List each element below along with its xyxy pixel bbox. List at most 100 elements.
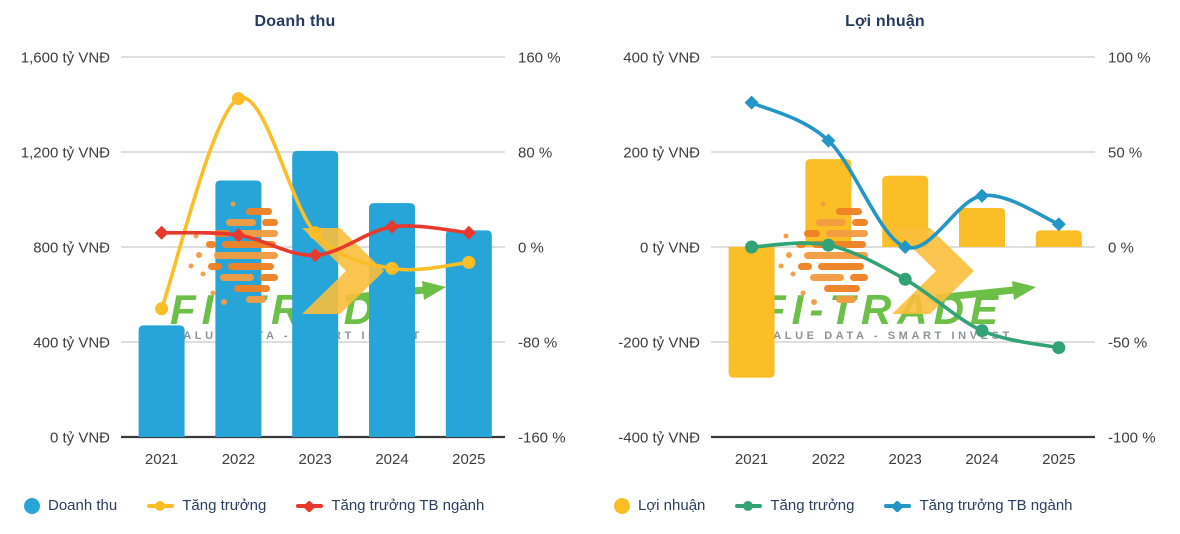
logo-motion-dash: [816, 219, 846, 226]
x-axis-category-label: 2021: [145, 451, 178, 468]
logo-motion-dot: [188, 263, 194, 269]
x-axis-category-label: 2022: [222, 451, 255, 468]
legend-label: Doanh thu: [48, 497, 118, 514]
left-axis-tick-label: 1,200 tỷ VNĐ: [21, 145, 110, 162]
left-axis-tick-label: -200 tỷ VNĐ: [618, 335, 700, 352]
bar: [1035, 230, 1082, 247]
x-axis-category-label: 2024: [965, 451, 998, 468]
logo-motion-dot: [210, 290, 216, 296]
logo-motion-dash: [246, 296, 266, 303]
logo-motion-dash: [260, 274, 278, 281]
left-axis-tick-label: -400 tỷ VNĐ: [618, 430, 700, 447]
bar: [138, 325, 185, 437]
diamond-marker: [821, 133, 836, 148]
growth-line-series: [155, 92, 476, 316]
logo-motion-dash: [836, 208, 862, 215]
right-axis-tick-label: 0 %: [1108, 240, 1134, 257]
x-axis-category-label: 2022: [812, 451, 845, 468]
right-axis-tick-label: -50 %: [1108, 335, 1147, 352]
bar: [728, 247, 775, 378]
left-axis-tick-label: 800 tỷ VNĐ: [33, 240, 110, 257]
legend-item-doanh-thu[interactable]: Doanh thu: [24, 497, 117, 514]
circle-marker: [231, 92, 245, 106]
left-axis-tick-label: 200 tỷ VNĐ: [623, 145, 700, 162]
legend-label: Tăng trưởng TB ngành: [919, 497, 1073, 514]
logo-motion-dot: [230, 201, 236, 207]
revenue-chart-legend: Doanh thu Tăng trưởng Tăng trưởng TB ngà…: [24, 497, 484, 514]
circle-marker: [385, 261, 399, 275]
revenue-chart-plot: 1,600 tỷ VNĐ 160 % 1,200 tỷ VNĐ 80 % 800 tỷ …: [21, 50, 566, 469]
revenue-chart-title: Doanh thu: [254, 13, 336, 30]
legend-label: Lợi nhuận: [638, 497, 706, 514]
legend-item-tang-truong-tb-nganh[interactable]: Tăng trưởng TB ngành: [884, 497, 1073, 514]
logo-motion-dash: [826, 230, 868, 237]
logo-motion-dash: [246, 208, 272, 215]
logo-motion-dot: [778, 263, 784, 269]
logo-motion-dash: [804, 230, 820, 237]
circle-marker: [462, 255, 476, 269]
right-axis-tick-label: 160 %: [518, 50, 561, 67]
logo-motion-dot: [193, 233, 199, 239]
logo-motion-dash: [226, 219, 256, 226]
x-axis-category-label: 2025: [452, 451, 485, 468]
legend-label: Tăng trưởng: [770, 497, 855, 514]
growth-line-series: [745, 238, 1066, 355]
watermark-brand-arrowhead: [1012, 281, 1036, 300]
diamond-marker: [154, 225, 169, 240]
legend-label: Tăng trưởng: [182, 497, 267, 514]
line-circle-marker-icon: [147, 497, 175, 514]
circle-marker: [308, 226, 322, 240]
logo-motion-dash: [262, 219, 278, 226]
left-axis-tick-label: 0 tỷ VNĐ: [50, 430, 110, 447]
logo-motion-dot: [196, 252, 202, 258]
legend-item-tang-truong[interactable]: Tăng trưởng: [735, 497, 854, 514]
bar: [215, 180, 262, 437]
bar: [445, 230, 492, 437]
circle-marker: [745, 240, 759, 254]
logo-motion-dash: [206, 241, 216, 248]
industry-avg-line-series: [154, 219, 476, 263]
diamond-marker: [744, 95, 759, 110]
watermark-brand-arrow: [935, 286, 1015, 302]
logo-motion-dot: [820, 201, 826, 207]
logo-motion-dash: [818, 263, 864, 270]
watermark-brand-arrowhead: [422, 281, 446, 300]
right-axis-tick-label: -160 %: [518, 430, 566, 447]
logo-motion-dash: [810, 274, 844, 281]
circle-marker: [1052, 341, 1066, 355]
right-axis-tick-label: 0 %: [518, 240, 544, 257]
diamond-marker: [975, 188, 989, 203]
legend-item-tang-truong-tb-nganh[interactable]: Tăng trưởng TB ngành: [296, 497, 484, 514]
x-axis-category-label: 2021: [735, 451, 768, 468]
right-axis-tick-label: -100 %: [1108, 430, 1156, 447]
bar-series-marker-icon: [614, 497, 630, 514]
x-axis-category-label: 2023: [889, 451, 922, 468]
legend-item-loi-nhuan[interactable]: Lợi nhuận: [614, 497, 705, 514]
profit-chart-panel: Lợi nhuận 400 tỷ VNĐ 100 % 200 tỷ VNĐ 50 % 0…: [590, 0, 1180, 534]
logo-motion-dash: [234, 285, 270, 292]
x-axis-category-label: 2023: [299, 451, 332, 468]
left-axis-tick-label: 0 tỷ VNĐ: [640, 240, 700, 257]
logo-motion-dot: [221, 299, 227, 305]
right-axis-tick-label: 100 %: [1108, 50, 1151, 67]
logo-motion-dash: [824, 285, 860, 292]
left-axis-tick-label: 1,600 tỷ VNĐ: [21, 50, 110, 67]
logo-motion-dot: [783, 233, 789, 239]
diamond-marker: [461, 225, 476, 240]
industry-avg-line-series: [744, 95, 1066, 254]
logo-motion-dash: [220, 274, 254, 281]
bar: [369, 203, 415, 437]
circle-marker: [821, 238, 835, 252]
right-axis-tick-label: 50 %: [1108, 145, 1142, 162]
logo-motion-dash: [836, 296, 856, 303]
circle-marker: [898, 272, 912, 286]
logo-motion-dash: [208, 263, 222, 270]
bar: [959, 208, 1005, 247]
circle-marker: [975, 324, 989, 338]
right-axis-tick-label: 80 %: [518, 145, 552, 162]
legend-item-tang-truong[interactable]: Tăng trưởng: [147, 497, 266, 514]
left-axis-tick-label: 400 tỷ VNĐ: [623, 50, 700, 67]
logo-motion-dash: [228, 263, 274, 270]
